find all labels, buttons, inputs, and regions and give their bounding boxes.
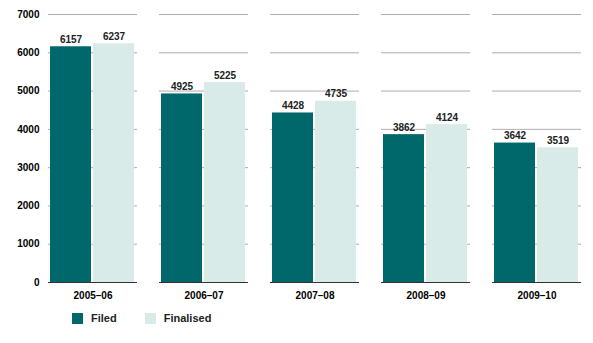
svg-text:5225: 5225 [214,70,237,81]
svg-text:7000: 7000 [17,9,40,20]
svg-text:3862: 3862 [393,122,416,133]
svg-text:0: 0 [34,277,40,288]
svg-text:2006–07: 2006–07 [185,290,224,301]
svg-text:4000: 4000 [17,124,40,135]
svg-text:6157: 6157 [60,34,83,45]
svg-text:2007–08: 2007–08 [296,290,335,301]
svg-text:4925: 4925 [171,81,194,92]
svg-text:4735: 4735 [325,88,348,99]
svg-text:3519: 3519 [547,135,570,146]
svg-text:5000: 5000 [17,85,40,96]
svg-text:6237: 6237 [103,31,126,42]
svg-text:2005–06: 2005–06 [74,290,113,301]
svg-text:3642: 3642 [504,130,527,141]
svg-text:2009–10: 2009–10 [518,290,557,301]
svg-text:3000: 3000 [17,162,40,173]
svg-text:2000: 2000 [17,200,40,211]
svg-text:1000: 1000 [17,238,40,249]
svg-text:4124: 4124 [436,112,459,123]
svg-text:4428: 4428 [282,100,305,111]
svg-text:6000: 6000 [17,47,40,58]
svg-text:2008–09: 2008–09 [407,290,446,301]
html-text:Finalised: Finalised [163,312,212,324]
html-text:Filed: Filed [91,312,117,324]
